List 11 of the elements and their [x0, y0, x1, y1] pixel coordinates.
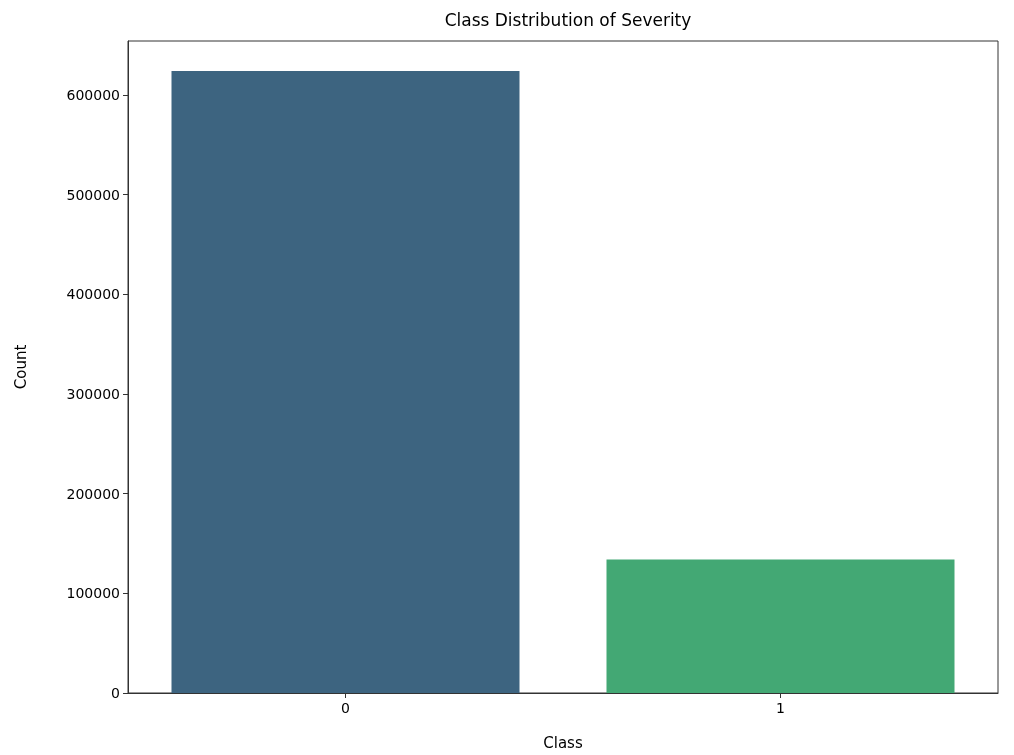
x-tick-label: 1 — [776, 700, 785, 716]
x-axis-title: Class — [543, 733, 583, 752]
chart-title: Class Distribution of Severity — [444, 9, 692, 30]
y-tick-label: 400000 — [66, 286, 120, 303]
y-tick-label: 100000 — [66, 585, 120, 602]
y-tick-label: 0 — [111, 685, 120, 701]
y-axis-title: Count — [11, 344, 30, 390]
y-tick-label: 500000 — [66, 186, 120, 203]
y-tick-label: 200000 — [66, 485, 120, 502]
y-tick-label: 300000 — [66, 385, 120, 402]
y-tick-label: 600000 — [66, 86, 120, 103]
